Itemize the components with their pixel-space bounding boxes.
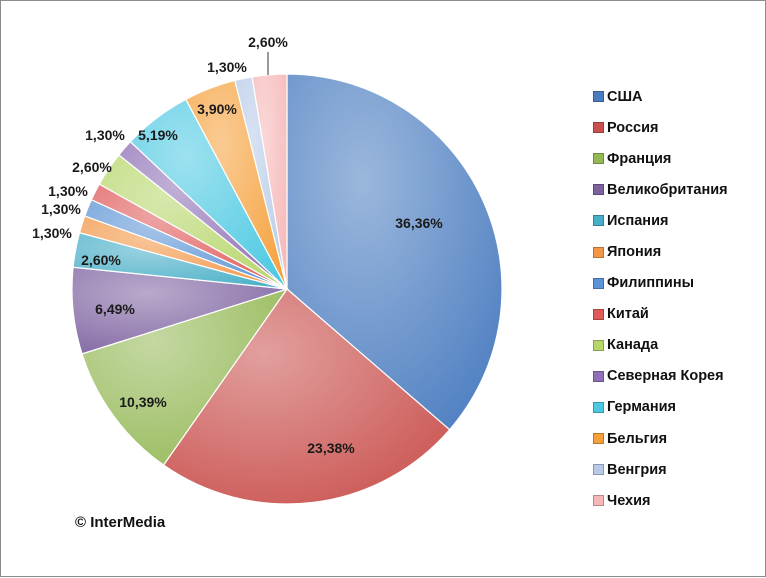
legend-swatch [593,495,604,507]
legend-label: Россия [607,119,659,136]
data-label-3: 10,39% [119,394,167,410]
legend-label: Чехия [607,492,651,509]
data-label-11: 5,19% [138,127,178,143]
legend: США Россия Франция Великобритания Испания Япо… [593,81,728,516]
legend-swatch [593,215,604,227]
legend-swatch [593,91,604,103]
legend-item: Китай [593,299,728,330]
legend-item: Германия [593,392,728,423]
legend-item: Великобритания [593,174,728,205]
legend-swatch [593,339,604,351]
legend-item: Чехия [593,485,728,516]
legend-item: Япония [593,236,728,267]
legend-label: Испания [607,212,669,229]
legend-item: Испания [593,205,728,236]
data-label-14: 2,60% [248,34,288,50]
legend-label: Бельгия [607,430,668,447]
legend-swatch [593,184,604,196]
pie-slices [71,73,503,505]
data-label-1: 36,36% [395,215,443,231]
data-label-7: 1,30% [41,201,81,217]
legend-label: Северная Корея [607,368,724,385]
pie-slice-1 [286,73,503,431]
legend-swatch [593,277,604,289]
data-label-2: 23,38% [307,440,355,456]
data-label-4: 6,49% [95,301,135,317]
legend-swatch [593,308,604,320]
data-label-6: 1,30% [32,225,72,241]
legend-swatch [593,370,604,382]
legend-item: Канада [593,330,728,361]
legend-item: Филиппины [593,268,728,299]
data-label-10: 1,30% [85,127,125,143]
legend-label: Германия [607,399,676,416]
data-label-5: 2,60% [81,252,121,268]
legend-swatch [593,246,604,258]
legend-label: Филиппины [607,275,694,292]
legend-label: Франция [607,150,672,167]
legend-swatch [593,122,604,134]
data-labels: 36,36%23,38%10,39%6,49%2,60%1,30%1,30%1,… [32,34,443,456]
pie-slice-3 [81,287,289,466]
legend-item: Северная Корея [593,361,728,392]
legend-swatch [593,401,604,413]
legend-label: Канада [607,337,659,354]
legend-item: Россия [593,112,728,143]
pie-slice-14 [251,73,288,290]
legend-swatch [593,464,604,476]
legend-item: Бельгия [593,423,728,454]
copyright-text: © InterMedia [75,514,166,531]
pie-slice-2 [162,288,451,505]
legend-item: Венгрия [593,454,728,485]
legend-label: Великобритания [607,181,728,198]
legend-swatch [593,153,604,165]
legend-item: Франция [593,143,728,174]
data-label-8: 1,30% [48,183,88,199]
data-label-12: 3,90% [197,101,237,117]
legend-swatch [593,433,604,445]
data-label-9: 2,60% [72,159,112,175]
legend-label: Китай [607,306,649,323]
legend-label: Япония [607,244,662,261]
legend-label: Венгрия [607,461,667,478]
data-label-13: 1,30% [207,59,247,75]
legend-label: США [607,88,643,105]
legend-item: США [593,81,728,112]
